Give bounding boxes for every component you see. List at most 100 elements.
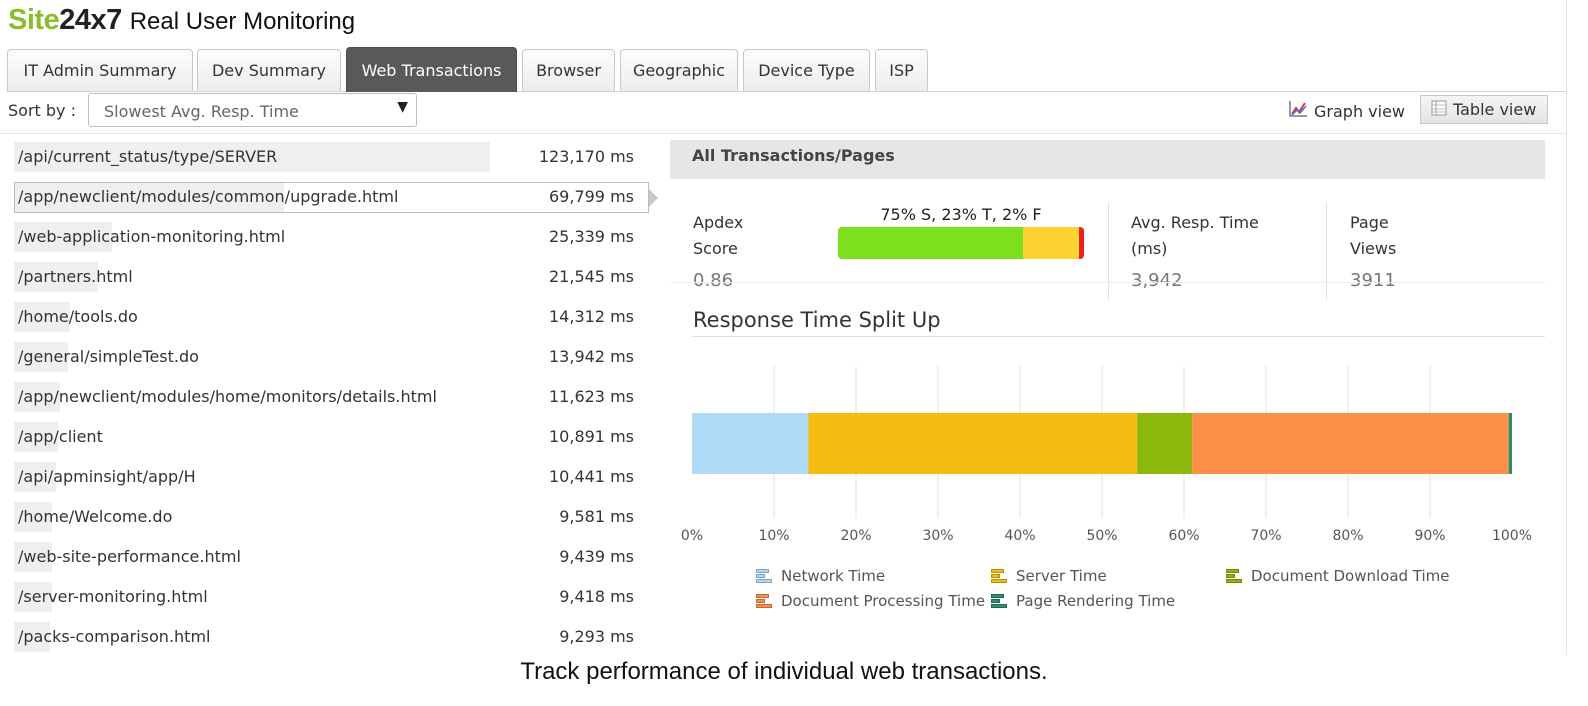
bar-segment-network-time[interactable] [692,413,809,474]
transaction-time-bar [14,142,490,172]
transaction-name: /app/client [18,427,103,446]
toolbar-divider [0,133,1566,134]
tab-it-admin-summary[interactable]: IT Admin Summary [7,49,193,91]
apdex-distribution-bar [838,227,1084,259]
transaction-time-bar [14,302,70,332]
metric-separator [1108,202,1109,300]
bar-segment-server-time[interactable] [808,413,1138,474]
table-view-label: Table view [1453,100,1537,119]
transaction-name: /partners.html [18,267,133,286]
transaction-time: 10,441 ms [549,467,634,486]
legend-label: Document Download Time [1251,567,1450,585]
graph-view-label: Graph view [1314,101,1406,121]
legend-item[interactable]: Document Download Time [1226,567,1450,585]
apdex-distribution-text: 75% S, 23% T, 2% F [880,205,1042,224]
sort-label: Sort by : [8,101,76,120]
apdex-segment-t [1022,227,1080,259]
x-tick-label: 60% [1168,528,1199,544]
graph-view-button[interactable]: Graph view [1288,100,1405,122]
transaction-name: /api/current_status/type/SERVER [18,147,278,166]
transaction-row[interactable]: /packs-comparison.html 9,293 ms [14,618,648,652]
transaction-row[interactable]: /general/simpleTest.do 13,942 ms [14,338,648,372]
metric-divider [670,282,1545,283]
x-tick-label: 40% [1004,528,1035,544]
transaction-row[interactable]: /home/Welcome.do 9,581 ms [14,498,648,532]
transaction-name: /general/simpleTest.do [18,347,199,366]
caption: Track performance of individual web tran… [520,658,1048,685]
transaction-time-bar [14,342,68,372]
transaction-time: 123,170 ms [538,147,634,166]
bar-segment-document-download-time[interactable] [1137,413,1193,474]
bar-segment-document-processing-time[interactable] [1192,413,1509,474]
selected-row-highlight [14,182,649,213]
x-tick-label: 10% [758,528,789,544]
legend-item[interactable]: Document Processing Time [756,592,985,610]
page-views-value: 3911 [1350,270,1396,291]
transaction-time: 21,545 ms [549,267,634,286]
transaction-row[interactable]: /partners.html 21,545 ms [14,258,648,292]
legend-label: Document Processing Time [781,592,986,610]
legend-item[interactable]: Server Time [991,567,1107,585]
legend-item[interactable]: Network Time [756,567,885,585]
transaction-time: 25,339 ms [549,227,634,246]
transaction-row[interactable]: /app/newclient/modules/common/upgrade.ht… [14,178,648,212]
apdex-segment-f [1079,227,1084,259]
dropdown-arrow-icon: ▼ [397,99,408,115]
transaction-time-bar [14,262,98,292]
sort-dropdown[interactable]: Slowest Avg. Resp. Time ▼ [88,93,417,127]
line-chart-icon [1288,100,1308,122]
apdex-value: 0.86 [693,270,734,291]
transaction-row[interactable]: /server-monitoring.html 9,418 ms [14,578,648,612]
page-edge-divider [1566,0,1567,655]
page-views-label: Page Views [1350,213,1397,258]
transaction-row[interactable]: /app/client 10,891 ms [14,418,648,452]
legend-label: Page Rendering Time [1016,592,1176,610]
transaction-time: 13,942 ms [549,347,634,366]
tab-dev-summary[interactable]: Dev Summary [197,49,341,91]
transaction-row[interactable]: /web-site-performance.html 9,439 ms [14,538,648,572]
tab-web-transactions[interactable]: Web Transactions [346,47,517,92]
transaction-time: 10,891 ms [549,427,634,446]
bar-segment-page-rendering-time[interactable] [1508,413,1512,474]
transaction-name: /web-application-monitoring.html [18,227,286,246]
table-view-button[interactable]: Table view [1420,95,1548,124]
transaction-row[interactable]: /api/apminsight/app/H 10,441 ms [14,458,648,492]
legend-swatch-icon [756,593,772,609]
logo-24x7: 24x7 [59,4,122,36]
transaction-name: /home/Welcome.do [18,507,173,526]
x-tick-label: 80% [1332,528,1363,544]
transaction-row[interactable]: /app/newclient/modules/home/monitors/det… [14,378,648,412]
transaction-time: 14,312 ms [549,307,634,326]
avg-resp-value: 3,942 [1131,270,1183,291]
transaction-time: 69,799 ms [549,187,634,206]
tab-isp[interactable]: ISP [875,49,928,91]
transaction-row[interactable]: /api/current_status/type/SERVER 123,170 m… [14,138,648,172]
transaction-time-bar [14,462,56,492]
transaction-time: 9,439 ms [559,547,634,566]
transaction-name: /api/apminsight/app/H [18,467,196,486]
transaction-name: /packs-comparison.html [18,627,211,646]
transaction-time-bar [14,622,50,652]
transaction-row[interactable]: /home/tools.do 14,312 ms [14,298,648,332]
chart-title-divider [692,336,1545,337]
transaction-time-bar [14,502,52,532]
selected-row-pointer-icon [649,189,658,207]
transaction-row[interactable]: /web-application-monitoring.html 25,339 m… [14,218,648,252]
app-title: Real User Monitoring [129,8,356,35]
tab-geographic[interactable]: Geographic [620,49,738,91]
tab-device-type[interactable]: Device Type [743,49,870,91]
x-tick-label: 0% [681,528,703,544]
transaction-name: /app/newclient/modules/home/monitors/det… [18,387,437,406]
sort-selected-value: Slowest Avg. Resp. Time [104,102,299,121]
legend-item[interactable]: Page Rendering Time [991,592,1175,610]
transaction-time: 9,581 ms [559,507,634,526]
tab-browser[interactable]: Browser [522,49,615,91]
metric-separator [1326,202,1327,300]
x-tick-label: 100% [1492,528,1532,544]
transaction-time-bar [14,382,60,412]
transaction-time: 9,293 ms [559,627,634,646]
transaction-name: /server-monitoring.html [18,587,208,606]
legend-swatch-icon [1226,568,1242,584]
transaction-time-bar [14,542,52,572]
logo-site: Site [8,4,60,36]
